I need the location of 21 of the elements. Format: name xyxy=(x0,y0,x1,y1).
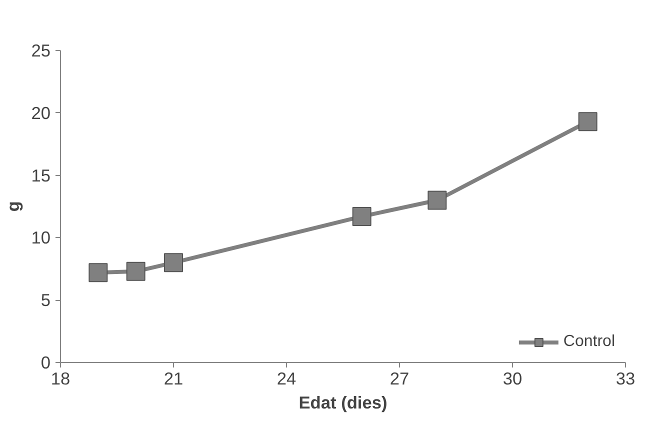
x-tick-label: 24 xyxy=(276,368,296,388)
x-tick-label: 33 xyxy=(616,368,636,388)
point xyxy=(88,263,108,282)
x-tick-label: 30 xyxy=(502,368,522,388)
y-tick-label: 5 xyxy=(40,290,51,310)
y-axis-title: g xyxy=(3,201,24,212)
x-tick-label: 18 xyxy=(50,368,70,388)
y-tick-label: 0 xyxy=(40,352,51,372)
point xyxy=(164,253,183,272)
y-tick-label: 10 xyxy=(31,228,51,248)
x-tick-label: 27 xyxy=(390,368,410,388)
point xyxy=(126,262,146,281)
y-tick-label: 15 xyxy=(31,165,51,186)
legend-label: Control xyxy=(563,333,615,351)
point xyxy=(428,190,447,210)
x-axis-title: Edat (dies) xyxy=(298,392,388,412)
y-tick-label: 20 xyxy=(31,102,51,123)
point xyxy=(352,206,372,226)
point xyxy=(578,112,598,132)
x-tick-label: 21 xyxy=(164,368,184,388)
y-tick-label: 25 xyxy=(31,40,51,60)
